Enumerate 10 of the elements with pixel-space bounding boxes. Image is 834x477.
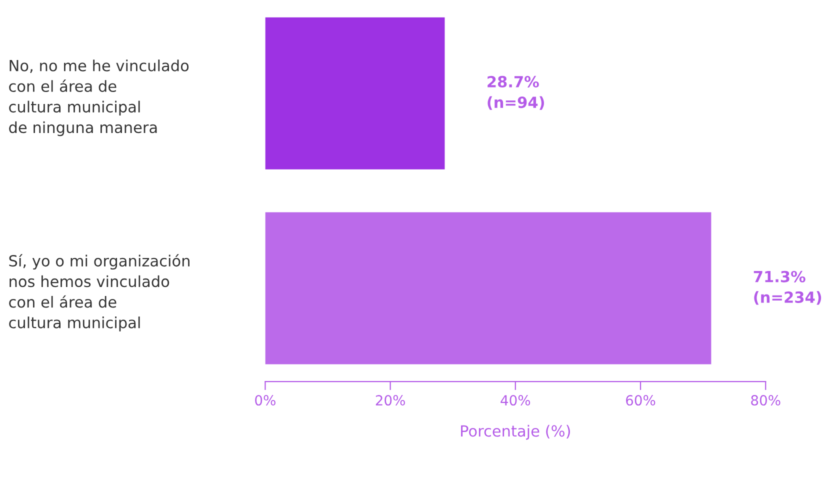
data-label: 28.7% (n=94)	[488, 76, 544, 110]
x-tick-label: 20%	[376, 395, 405, 406]
x-axis-title: Porcentaje (%)	[461, 424, 570, 440]
y-tick-label: No, no me he vinculado con el área de cultura municipal de ninguna manera	[9, 60, 189, 136]
x-tick-label: 60%	[626, 395, 656, 406]
data-label: 71.3% (n=234)	[754, 270, 822, 305]
x-tick-label: 40%	[500, 395, 530, 406]
x-tick-label: 80%	[751, 395, 780, 406]
y-tick-label: Sí, yo o mi organización nos hemos vinculado con el área de cultura municipal	[9, 254, 190, 332]
x-tick-label: 0%	[255, 395, 276, 406]
